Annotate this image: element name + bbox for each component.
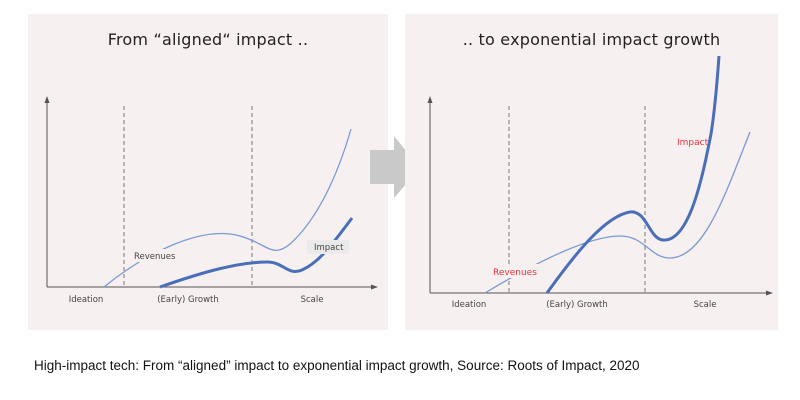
left-revenues-label-bg bbox=[128, 249, 178, 262]
right-stage-growth: (Early) Growth bbox=[546, 300, 608, 310]
right-y-axis-arrowhead bbox=[427, 96, 433, 103]
left-diagram-panel: From “aligned“ impact .. Revenues Impact… bbox=[28, 14, 388, 330]
right-panel-title: .. to exponential impact growth bbox=[462, 30, 721, 49]
left-x-axis-arrowhead bbox=[371, 284, 378, 290]
right-revenues-curve bbox=[484, 131, 751, 294]
figure-caption: High-impact tech: From “aligned” impact … bbox=[34, 358, 640, 373]
right-impact-label: Impact bbox=[677, 138, 709, 148]
left-y-axis-arrowhead bbox=[44, 96, 50, 103]
left-revenues-label: Revenues bbox=[134, 252, 176, 262]
right-diagram-panel: .. to exponential impact growth Revenues… bbox=[405, 14, 778, 330]
right-impact-curve bbox=[545, 55, 721, 294]
right-revenues-label: Revenues bbox=[493, 268, 537, 278]
transition-arrow-icon bbox=[370, 136, 420, 198]
left-stage-growth: (Early) Growth bbox=[157, 295, 219, 305]
left-panel-title: From “aligned“ impact .. bbox=[107, 30, 309, 49]
right-revenues-label-bg bbox=[491, 264, 545, 278]
right-stage-ideation: Ideation bbox=[452, 300, 487, 310]
left-impact-label-bg bbox=[307, 240, 349, 254]
left-stage-scale: Scale bbox=[301, 295, 324, 305]
right-stage-scale: Scale bbox=[694, 300, 717, 310]
left-stage-ideation: Ideation bbox=[69, 295, 104, 305]
right-x-axis-arrowhead bbox=[766, 290, 773, 296]
right-chart: Revenues Impact Ideation (Early) Growth … bbox=[427, 55, 773, 310]
left-impact-label: Impact bbox=[314, 243, 344, 253]
left-chart: Revenues Impact Ideation (Early) Growth … bbox=[44, 96, 378, 305]
